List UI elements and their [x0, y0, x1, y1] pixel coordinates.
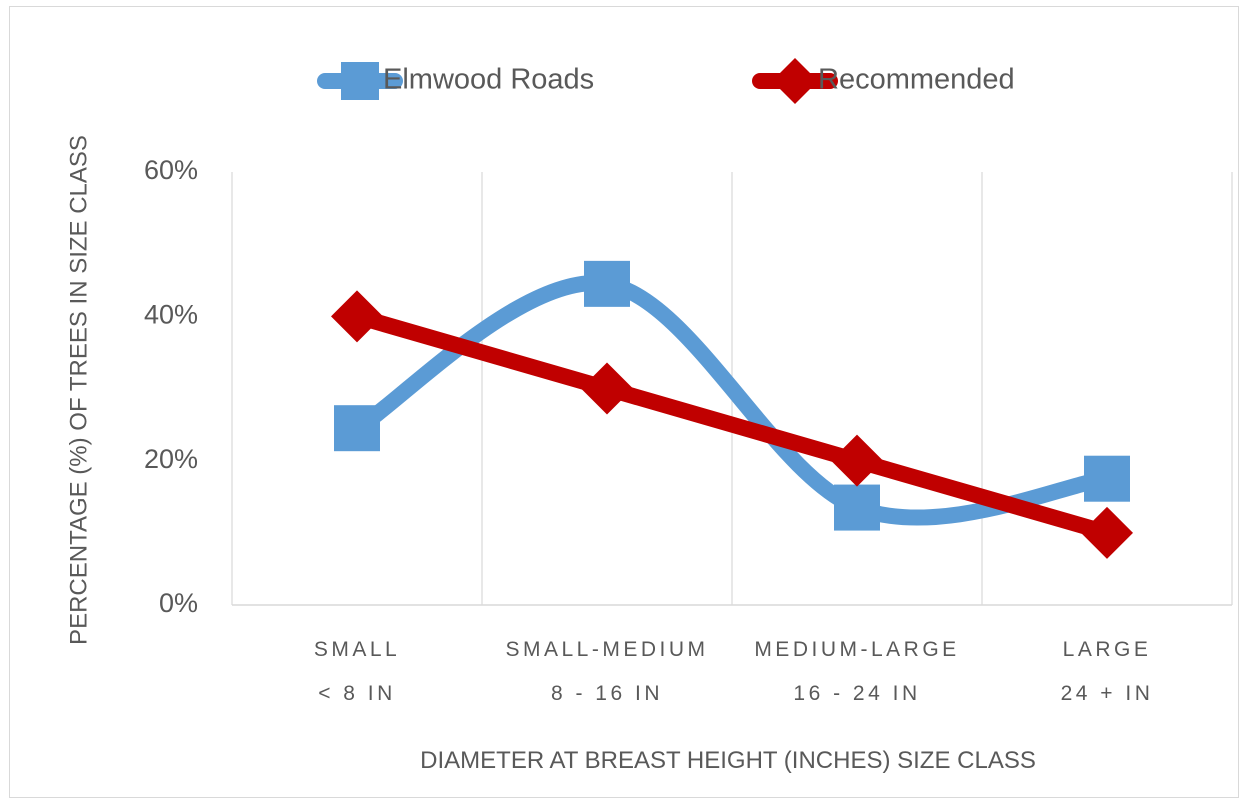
elmwood-roads-point [334, 405, 380, 452]
y-axis-title: PERCENTAGE (%) OF TREES IN SIZE CLASS [65, 135, 92, 645]
recommended-line [349, 308, 1115, 541]
series-lines [349, 274, 1115, 541]
recommended-point [331, 290, 383, 343]
y-tick-label: 40% [144, 299, 198, 329]
y-tick-label: 0% [159, 588, 198, 618]
x-tick-labels: SMALL < 8 IN SMALL-MEDIUM 8 - 16 IN MEDIUM-L… [314, 638, 1154, 705]
y-tick-label: 60% [144, 155, 198, 185]
legend: Elmwood Roads Recommended [317, 58, 1015, 104]
x-axis-title: DIAMETER AT BREAST HEIGHT (INCHES) SIZE … [420, 747, 1036, 774]
x-tick-label: 16 - 24 IN [793, 682, 920, 705]
x-tick-label: SMALL [314, 638, 400, 661]
elmwood-roads-point [584, 260, 630, 307]
legend-marker [772, 58, 818, 104]
elmwood-roads-point [834, 484, 880, 531]
x-tick-label: 24 + IN [1061, 682, 1154, 705]
legend-label: Elmwood Roads [383, 64, 594, 96]
x-tick-label: SMALL-MEDIUM [505, 638, 708, 661]
legend-label: Recommended [818, 64, 1015, 96]
legend-marker [341, 62, 379, 100]
recommended-point [581, 362, 633, 415]
y-tick-labels: 0% 20% 40% 60% [144, 155, 198, 618]
recommended-point [1081, 506, 1133, 559]
x-tick-label: LARGE [1063, 638, 1152, 661]
x-tick-label: 8 - 16 IN [551, 682, 663, 705]
elmwood-roads-point [1084, 455, 1130, 502]
x-tick-label: < 8 IN [318, 682, 396, 705]
gridlines [231, 172, 1233, 605]
x-tick-label: MEDIUM-LARGE [754, 638, 959, 661]
recommended-point [831, 434, 883, 487]
y-tick-label: 20% [144, 444, 198, 474]
elmwood-roads-line [349, 274, 1115, 526]
series-markers [331, 260, 1133, 559]
chart-frame [9, 6, 1239, 798]
